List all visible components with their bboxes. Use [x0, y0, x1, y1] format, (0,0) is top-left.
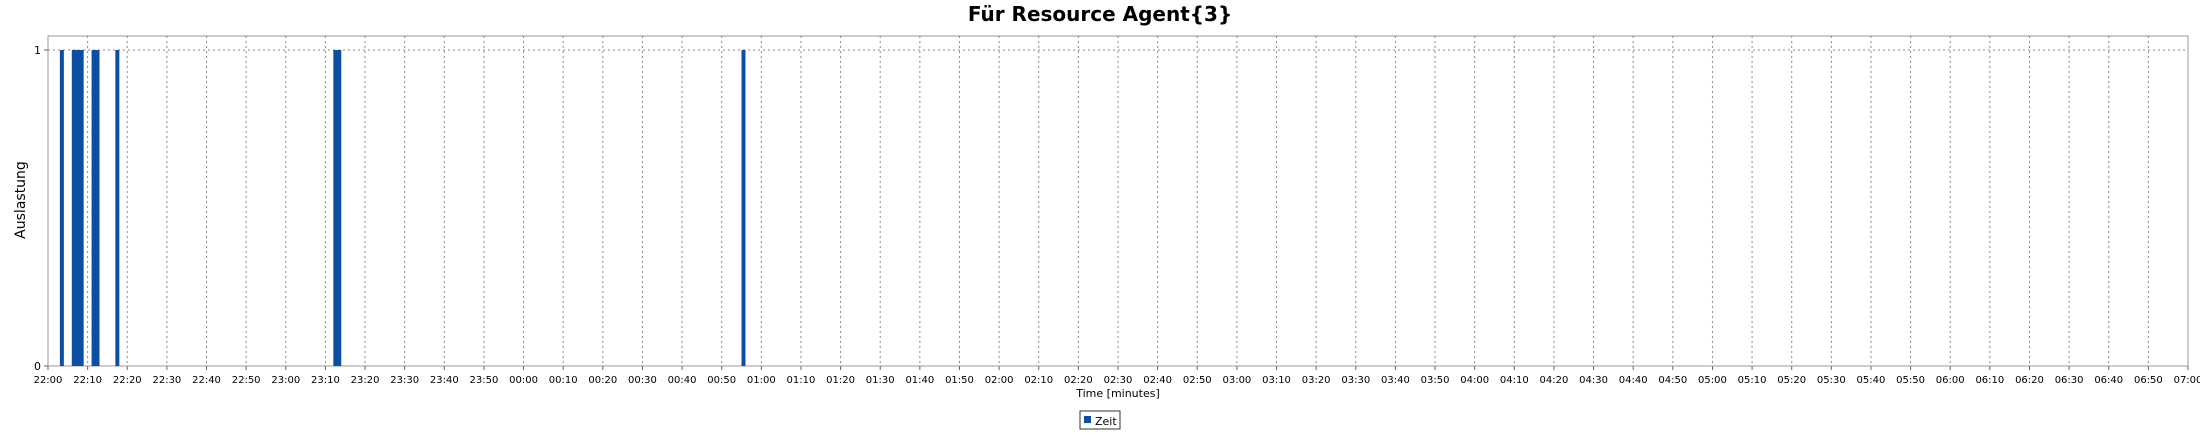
x-tick-label: 00:20 — [588, 375, 617, 386]
x-tick-label: 22:20 — [113, 375, 142, 386]
x-tick-label: 05:10 — [1738, 375, 1767, 386]
x-tick-label: 22:10 — [73, 375, 102, 386]
x-tick-label: 23:50 — [470, 375, 499, 386]
x-tick-label: 23:00 — [271, 375, 300, 386]
x-axis-label: Time [minutes] — [1075, 387, 1160, 400]
grid-lines — [48, 36, 2188, 366]
x-tick-label: 07:00 — [2174, 375, 2200, 386]
x-tick-label: 23:40 — [430, 375, 459, 386]
bar-layer — [59, 50, 746, 366]
x-tick-label: 22:30 — [152, 375, 181, 386]
x-tick-label: 23:10 — [311, 375, 340, 386]
x-tick-label: 01:40 — [905, 375, 934, 386]
x-tick-label: 01:00 — [747, 375, 776, 386]
x-tick-label: 00:50 — [707, 375, 736, 386]
x-tick-label: 06:40 — [2094, 375, 2123, 386]
x-tick-label: 22:40 — [192, 375, 221, 386]
x-tick-label: 22:00 — [34, 375, 63, 386]
x-tick-label: 03:30 — [1341, 375, 1370, 386]
x-tick-label: 01:30 — [866, 375, 895, 386]
x-tick-label: 02:50 — [1183, 375, 1212, 386]
x-tick-label: 03:50 — [1421, 375, 1450, 386]
axes: 22:00 22:10 22:20 22:30 22:40 22:50 23:00 23:10… — [34, 44, 2200, 386]
x-tick-label: 05:50 — [1896, 375, 1925, 386]
x-tick-label: 01:20 — [826, 375, 855, 386]
bar — [115, 50, 120, 366]
x-tick-label: 01:10 — [787, 375, 816, 386]
x-tick-label: 02:00 — [985, 375, 1014, 386]
x-tick-label: 05:20 — [1777, 375, 1806, 386]
y-tick-label: 0 — [34, 360, 41, 373]
x-tick-label: 03:40 — [1381, 375, 1410, 386]
bar — [741, 50, 746, 366]
x-tick-label: 05:30 — [1817, 375, 1846, 386]
x-tick-label: 06:30 — [2055, 375, 2084, 386]
x-tick-label: 06:50 — [2134, 375, 2163, 386]
x-tick-label: 01:50 — [945, 375, 974, 386]
x-tick-label: 04:10 — [1500, 375, 1529, 386]
x-tick-label: 00:40 — [668, 375, 697, 386]
chart-title: Für Resource Agent{3} — [968, 2, 1232, 26]
bar — [333, 50, 342, 366]
x-tick-label: 02:30 — [1104, 375, 1133, 386]
legend-box — [1079, 410, 1121, 430]
x-tick-label: 06:00 — [1936, 375, 1965, 386]
x-tick-label: 05:00 — [1698, 375, 1727, 386]
x-tick-label: 04:50 — [1658, 375, 1687, 386]
x-tick-label: 04:20 — [1540, 375, 1569, 386]
legend-label: Zeit — [1095, 415, 1117, 428]
x-tick-label: 02:20 — [1064, 375, 1093, 386]
x-tick-label: 23:30 — [390, 375, 419, 386]
x-tick-label: 03:10 — [1262, 375, 1291, 386]
x-tick-label: 04:00 — [1460, 375, 1489, 386]
x-tick-label: 06:10 — [1975, 375, 2004, 386]
y-tick-label: 1 — [34, 44, 41, 57]
legend-swatch — [1084, 416, 1091, 423]
x-tick-label: 03:00 — [1222, 375, 1251, 386]
legend: Zeit — [1079, 410, 1121, 430]
x-tick-label: 00:10 — [549, 375, 578, 386]
y-axis-label: Auslastung — [13, 161, 29, 239]
x-tick-label: 04:40 — [1619, 375, 1648, 386]
bar — [71, 50, 84, 366]
x-tick-label: 22:50 — [232, 375, 261, 386]
x-tick-label: 03:20 — [1302, 375, 1331, 386]
x-tick-label: 00:30 — [628, 375, 657, 386]
x-tick-label: 02:40 — [1143, 375, 1172, 386]
bar — [59, 50, 64, 366]
x-tick-label: 23:20 — [351, 375, 380, 386]
x-tick-label: 04:30 — [1579, 375, 1608, 386]
x-tick-label: 06:20 — [2015, 375, 2044, 386]
x-tick-label: 00:00 — [509, 375, 538, 386]
x-tick-label: 02:10 — [1024, 375, 1053, 386]
bar — [91, 50, 100, 366]
x-tick-label: 05:40 — [1857, 375, 1886, 386]
